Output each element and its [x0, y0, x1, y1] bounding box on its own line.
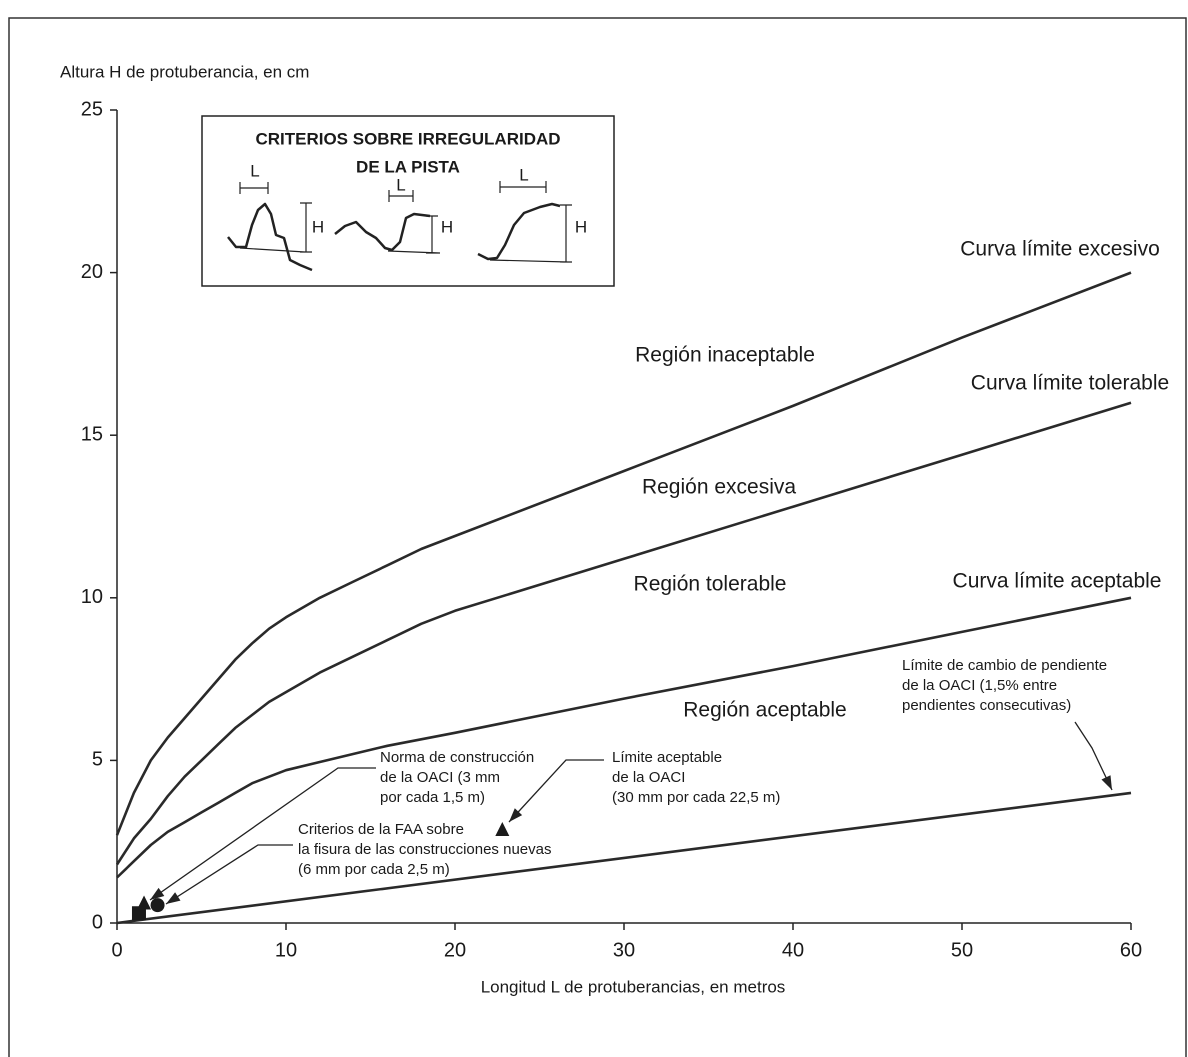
- sketch: [477, 202, 561, 261]
- annotation: Norma de construcción: [380, 749, 534, 766]
- annotation: de la OACI: [612, 769, 685, 786]
- inset-box: [201, 115, 615, 287]
- y-tick-label: 20: [81, 261, 103, 283]
- sketch: [227, 202, 313, 272]
- annotation: Límite aceptable: [612, 749, 722, 766]
- y-tick-label: 15: [81, 423, 103, 445]
- annotation: de la OACI (3 mm: [380, 769, 500, 786]
- arrow-line: [149, 767, 376, 901]
- marker: [131, 906, 146, 921]
- x-tick-label: 40: [782, 939, 804, 961]
- marker: [137, 895, 152, 910]
- dimension: [387, 190, 441, 254]
- curve: [116, 596, 1132, 879]
- annotation: pendientes consecutivas): [902, 697, 1071, 714]
- y-axis-title: Altura H de protuberancia, en cm: [60, 62, 309, 81]
- arrow-line: [508, 759, 604, 823]
- curve: [115, 271, 1132, 836]
- annotation: Criterios de la FAA sobre: [298, 821, 464, 838]
- arrow-head: [166, 892, 181, 904]
- inset-label: L: [250, 161, 259, 180]
- x-tick-label: 0: [111, 939, 122, 961]
- inset-label: H: [441, 217, 453, 236]
- sketch: [334, 212, 431, 252]
- arrow-line: [165, 844, 293, 905]
- x-tick-label: 20: [444, 939, 466, 961]
- annotation: Límite de cambio de pendiente: [902, 657, 1107, 674]
- region-label: Región aceptable: [683, 699, 846, 722]
- arrow-head: [1101, 775, 1112, 790]
- x-tick-label: 50: [951, 939, 973, 961]
- inset: [201, 115, 615, 287]
- marker: [495, 821, 510, 836]
- y-tick-label: 0: [92, 911, 103, 933]
- dimension: [489, 181, 572, 263]
- y-tick-label: 10: [81, 586, 103, 608]
- y-tick-label: 25: [81, 98, 103, 120]
- x-tick-label: 10: [275, 939, 297, 961]
- inset-title: DE LA PISTA: [356, 157, 460, 176]
- y-tick-label: 5: [92, 749, 103, 771]
- inset-label: H: [312, 217, 324, 236]
- x-tick-label: 30: [613, 939, 635, 961]
- curve-label: Curva límite excesivo: [960, 238, 1160, 261]
- curve-label: Curva límite tolerable: [971, 372, 1169, 395]
- curve: [116, 791, 1132, 925]
- annotation: la fisura de las construcciones nuevas: [298, 841, 551, 858]
- region-label: Región tolerable: [634, 573, 787, 596]
- arrow-head: [509, 808, 523, 822]
- curve: [115, 401, 1132, 866]
- inset-label: H: [575, 217, 587, 236]
- annotation: (30 mm por cada 22,5 m): [612, 789, 780, 806]
- annotation: (6 mm por cada 2,5 m): [298, 861, 450, 878]
- frame: [8, 17, 1187, 1057]
- annotation: de la OACI (1,5% entre: [902, 677, 1057, 694]
- arrow-line: [1074, 721, 1113, 791]
- x-tick-label: 60: [1120, 939, 1142, 961]
- arrow-head: [150, 887, 165, 900]
- inset-title: CRITERIOS SOBRE IRREGULARIDAD: [255, 129, 560, 148]
- inset-label: L: [396, 175, 405, 194]
- region-label: Región excesiva: [642, 476, 796, 499]
- x-axis-title: Longitud L de protuberancias, en metros: [481, 977, 786, 996]
- dimension: [239, 182, 312, 253]
- marker: [150, 898, 165, 913]
- annotation: por cada 1,5 m): [380, 789, 485, 806]
- region-label: Región inaceptable: [635, 344, 815, 367]
- inset-label: L: [519, 165, 528, 184]
- curve-label: Curva límite aceptable: [953, 570, 1162, 593]
